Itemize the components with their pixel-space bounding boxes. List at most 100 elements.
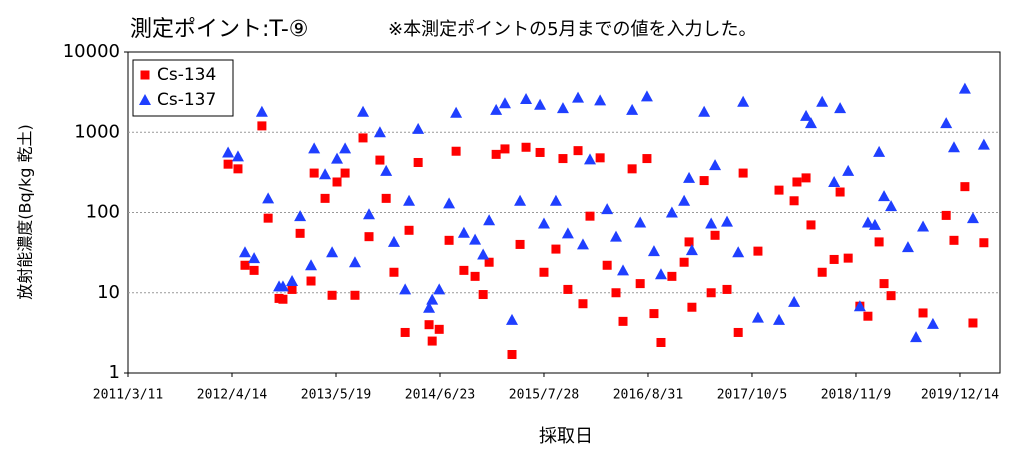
data-point xyxy=(627,164,637,174)
data-point xyxy=(534,98,547,110)
y-tick-label: 100 xyxy=(86,202,120,223)
data-point xyxy=(380,164,393,176)
data-point xyxy=(665,206,678,218)
data-point xyxy=(654,268,667,280)
data-point xyxy=(434,324,444,334)
data-point xyxy=(231,150,244,162)
data-point xyxy=(635,279,645,289)
data-point xyxy=(578,299,588,309)
data-point xyxy=(595,153,605,163)
data-point xyxy=(640,90,653,102)
data-point xyxy=(238,246,251,258)
data-point xyxy=(817,267,827,277)
data-point xyxy=(389,267,399,277)
data-point xyxy=(602,260,612,270)
data-point xyxy=(968,318,978,328)
data-point xyxy=(788,295,801,307)
data-point xyxy=(426,293,439,305)
data-point xyxy=(500,144,510,154)
data-point xyxy=(698,105,711,117)
data-point xyxy=(515,239,525,249)
data-point xyxy=(868,218,881,230)
data-point xyxy=(878,190,891,202)
data-point xyxy=(835,187,845,197)
data-point xyxy=(363,208,376,220)
data-point xyxy=(842,164,855,176)
data-point xyxy=(667,271,677,281)
data-point xyxy=(309,168,319,178)
data-point xyxy=(332,177,342,187)
data-point xyxy=(412,122,425,134)
data-point xyxy=(626,103,639,115)
data-point xyxy=(873,145,886,157)
data-point xyxy=(556,102,569,114)
data-point xyxy=(339,142,352,154)
data-point xyxy=(828,175,841,187)
data-point xyxy=(806,220,816,230)
data-point xyxy=(350,290,360,300)
x-tick-label: 2012/4/14 xyxy=(197,388,268,403)
y-tick-label: 1000 xyxy=(74,121,120,142)
legend-marker xyxy=(140,70,150,80)
data-point xyxy=(792,177,802,187)
data-point xyxy=(683,171,696,183)
data-point xyxy=(558,154,568,164)
data-point xyxy=(774,185,784,195)
data-point xyxy=(642,154,652,164)
data-point xyxy=(863,311,873,321)
data-point xyxy=(687,302,697,312)
data-point xyxy=(320,193,330,203)
data-point xyxy=(491,149,501,159)
data-point xyxy=(305,259,318,271)
data-point xyxy=(257,121,267,131)
data-point xyxy=(520,92,533,104)
x-tick-label: 2011/3/11 xyxy=(93,388,163,403)
data-point xyxy=(753,246,763,256)
data-point xyxy=(583,153,596,165)
data-point xyxy=(424,320,434,330)
data-point xyxy=(450,106,463,118)
data-point xyxy=(387,235,400,247)
data-point xyxy=(737,95,750,107)
annotation: ※本測定ポイントの5月までの値を入力した。 xyxy=(388,19,757,40)
data-point xyxy=(722,284,732,294)
x-tick-label: 2019/12/14 xyxy=(921,388,999,403)
data-point xyxy=(551,244,561,254)
x-tick-label: 2017/10/5 xyxy=(717,388,787,403)
data-point xyxy=(886,291,896,301)
data-point xyxy=(801,173,811,183)
data-point xyxy=(459,265,469,275)
x-tick-label: 2013/5/19 xyxy=(301,388,371,403)
data-point xyxy=(618,316,628,326)
data-point xyxy=(327,290,337,300)
data-point xyxy=(685,244,698,256)
x-tick-label: 2016/8/31 xyxy=(613,388,683,403)
data-point xyxy=(563,284,573,294)
data-point xyxy=(287,284,297,294)
data-point xyxy=(233,164,243,174)
data-point xyxy=(262,192,275,204)
data-point xyxy=(861,216,874,228)
data-point xyxy=(917,220,930,232)
data-point xyxy=(901,241,914,253)
data-point xyxy=(404,225,414,235)
data-point xyxy=(469,233,482,245)
data-point xyxy=(403,194,416,206)
data-point xyxy=(478,290,488,300)
data-point xyxy=(601,203,614,215)
data-point xyxy=(684,237,694,247)
data-point xyxy=(295,228,305,238)
data-point xyxy=(709,159,722,171)
data-point xyxy=(255,105,268,117)
data-point xyxy=(816,95,829,107)
data-point xyxy=(926,317,939,329)
data-point xyxy=(514,194,527,206)
data-point xyxy=(678,194,691,206)
data-point xyxy=(263,213,273,223)
legend-label: Cs-134 xyxy=(157,65,216,85)
data-point xyxy=(738,168,748,178)
data-point xyxy=(829,254,839,264)
data-point xyxy=(699,176,709,186)
data-point xyxy=(800,109,813,121)
y-tick-label: 10 xyxy=(97,282,120,303)
